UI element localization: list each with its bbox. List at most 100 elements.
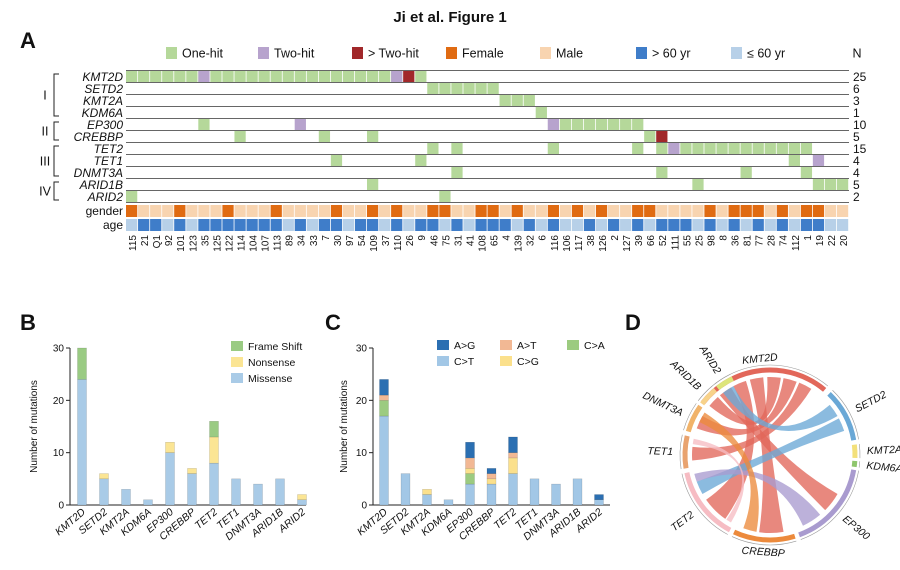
bar-segment-CT — [594, 499, 604, 506]
gender-cell — [246, 205, 258, 217]
bar-segment-missense — [297, 499, 307, 506]
chord-gene-label-TET1: TET1 — [647, 445, 673, 458]
age-cell — [282, 219, 294, 231]
sample-id-label: 117 — [574, 235, 585, 251]
gender-cell — [138, 205, 150, 217]
age-cell — [138, 219, 150, 231]
gene-count-SETD2: 6 — [853, 82, 860, 96]
mutation-cell — [644, 131, 656, 142]
age-cell — [487, 219, 499, 231]
age-track-label: age — [103, 218, 123, 232]
legend-swatch-nonsense — [231, 357, 243, 367]
chord-arc-ARID2 — [716, 376, 734, 391]
panel-d-letter: D — [625, 310, 641, 335]
mutation-cell — [330, 71, 343, 82]
chord-arc-TET1 — [682, 435, 690, 469]
bar-segment-nonsense — [209, 436, 219, 464]
age-cell — [186, 219, 198, 231]
mutation-cell — [367, 71, 379, 82]
sample-id-label: 126 — [598, 235, 609, 252]
bar-segment-CT — [422, 494, 432, 506]
age-cell — [258, 219, 270, 231]
bar-segment-AT — [465, 457, 475, 469]
mutation-cell — [740, 143, 752, 154]
legend-label-CT: C>T — [454, 356, 475, 368]
gender-cell — [294, 205, 306, 217]
age-cell — [716, 219, 728, 231]
age-cell — [306, 219, 318, 231]
chord-arc-KMT2A — [851, 444, 858, 459]
bar-segment-AT — [379, 394, 389, 401]
chord-arc-SETD2 — [827, 392, 857, 441]
group-label-I: I — [43, 89, 46, 103]
gene-label-KMT2D: KMT2D — [82, 70, 123, 84]
panel-b-letter: B — [20, 310, 36, 335]
legend-label-CG: C>G — [517, 356, 539, 368]
group-label-III: III — [40, 155, 50, 169]
mutation-cell — [210, 71, 222, 82]
age-cell — [439, 219, 451, 231]
age-cell — [162, 219, 174, 231]
mutation-cell — [415, 71, 427, 82]
sample-id-label: Q1 — [152, 235, 163, 249]
y-tick-label: 20 — [53, 396, 65, 407]
sample-id-label: 19 — [815, 235, 826, 247]
bar-segment-AG — [594, 494, 604, 500]
sample-id-label: 34 — [297, 235, 308, 247]
gender-cell — [812, 205, 825, 217]
gender-cell — [198, 205, 210, 217]
age-cell — [788, 219, 800, 231]
mutation-cell — [318, 71, 331, 82]
age-cell — [330, 219, 343, 231]
mutation-cell — [198, 71, 210, 82]
gene-label-SETD2: SETD2 — [84, 82, 123, 96]
age-cell — [294, 219, 306, 231]
mutation-cell — [367, 179, 379, 190]
gender-cell — [174, 205, 186, 217]
sample-id-label: 54 — [357, 235, 368, 247]
group-label-II: II — [42, 125, 49, 139]
bar-segment-CT — [379, 415, 389, 506]
sample-id-label: 41 — [465, 235, 476, 247]
age-cell — [620, 219, 632, 231]
chord-scale-arc — [800, 470, 859, 540]
sample-id-label: 122 — [224, 235, 235, 252]
mutation-cell — [234, 131, 246, 142]
sample-id-label: 32 — [526, 235, 537, 247]
sample-id-label: 106 — [562, 235, 573, 252]
gender-track-label: gender — [86, 204, 123, 218]
sample-id-label: 92 — [164, 235, 175, 247]
sample-id-label: 112 — [791, 235, 802, 251]
sample-id-label: 65 — [490, 235, 501, 247]
mutation-cell — [668, 143, 680, 154]
mutation-cell — [282, 71, 294, 82]
bar-segment-nonsense — [187, 468, 197, 474]
mutation-cell — [836, 179, 849, 190]
oncoprint-panel: One-hit Two-hit > Two-hit Female Male > 60 yr… — [39, 47, 867, 252]
legend-swatch-frame_shift — [231, 341, 243, 351]
mutation-cell — [126, 71, 138, 82]
gender-cell — [716, 205, 728, 217]
gene-count-TET1: 4 — [853, 154, 860, 168]
legend-swatch-AG — [437, 340, 449, 350]
legend-label-male: Male — [556, 47, 583, 61]
bar-segment-missense — [165, 452, 175, 506]
mutation-cell — [246, 71, 258, 82]
bar-segment-missense — [253, 483, 263, 506]
age-cell — [752, 219, 764, 231]
age-cell — [391, 219, 403, 231]
sample-id-label: 31 — [453, 235, 464, 247]
gene-label-DNMT3A: DNMT3A — [74, 166, 123, 180]
sample-id-label: 33 — [309, 235, 320, 247]
gender-cell — [451, 205, 463, 217]
gene-count-KMT2A: 3 — [853, 94, 860, 108]
age-cell — [234, 219, 246, 231]
sample-id-label: 1 — [803, 235, 814, 241]
gender-cell — [559, 205, 572, 217]
gender-cell — [391, 205, 403, 217]
gender-cell — [511, 205, 523, 217]
sample-id-label: 104 — [249, 235, 260, 252]
age-cell — [680, 219, 692, 231]
mutation-cell — [270, 71, 282, 82]
sample-id-label: 97 — [345, 235, 356, 247]
